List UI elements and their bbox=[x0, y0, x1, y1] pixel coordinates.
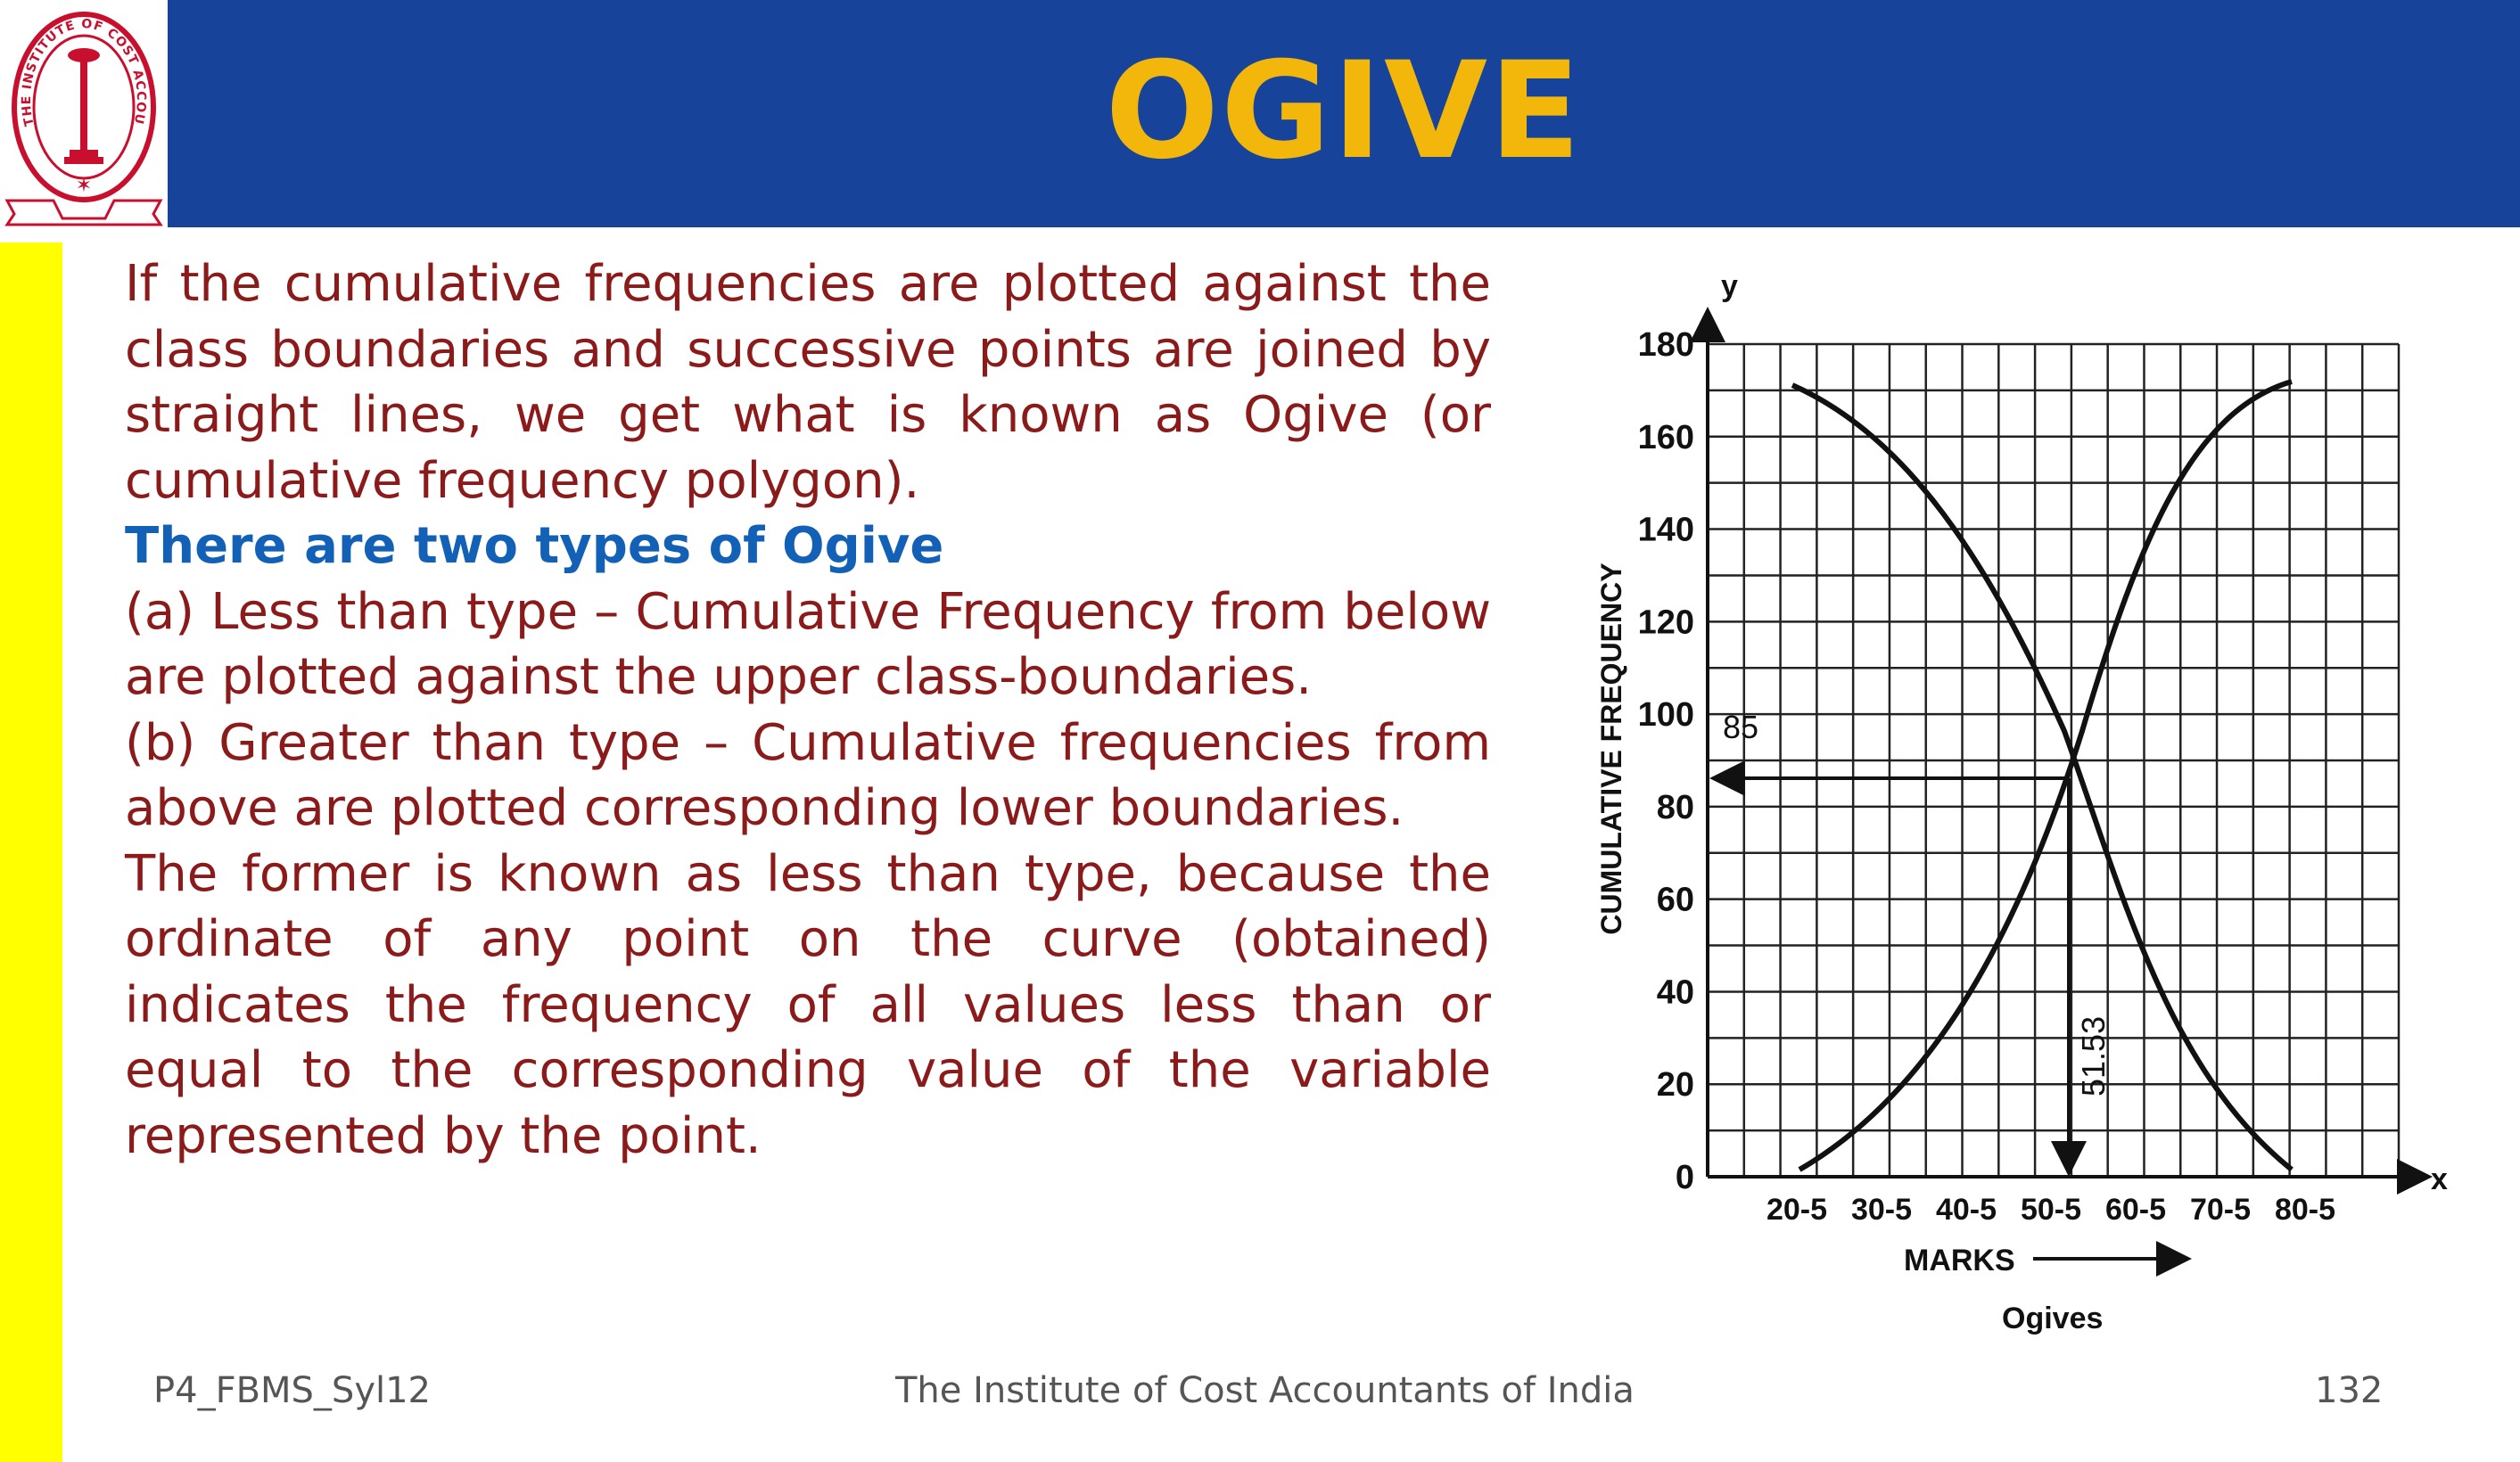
ogive-graph: 0 20 40 60 80 100 120 140 160 180 20-5 30-5 40-5 50-5… bbox=[1595, 269, 2448, 1335]
x-tick-label: 80-5 bbox=[2275, 1193, 2335, 1227]
annotation-85: 85 bbox=[1723, 709, 1758, 745]
footer-code: P4_FBMS_Syl12 bbox=[153, 1370, 431, 1411]
header-band: OGIVE bbox=[168, 0, 2520, 227]
x-tick-label: 60-5 bbox=[2105, 1193, 2166, 1227]
figure-caption: Ogives bbox=[2002, 1302, 2103, 1335]
ogive-figure: 0 20 40 60 80 100 120 140 160 180 20-5 30-5 40-5 50-5… bbox=[1569, 267, 2461, 1346]
y-tick-label: 160 bbox=[1638, 419, 1694, 456]
y-axis-label: CUMULATIVE FREQUENCY bbox=[1595, 563, 1627, 934]
y-tick-label: 140 bbox=[1638, 512, 1694, 549]
y-tick-label: 120 bbox=[1638, 604, 1694, 641]
type-b-paragraph: (b) Greater than type – Cumulative frequ… bbox=[125, 713, 1491, 838]
y-tick-label: 60 bbox=[1657, 882, 1694, 919]
svg-text:✶: ✶ bbox=[76, 175, 92, 197]
y-axis-letter: y bbox=[1721, 269, 1738, 303]
institute-logo: THE INSTITUTE OF COST ACCOUNTANTS OF IND… bbox=[0, 0, 163, 226]
types-subheading: There are two types of Ogive bbox=[125, 517, 944, 575]
x-tick-label: 40-5 bbox=[1936, 1193, 1997, 1227]
x-tick-label: 70-5 bbox=[2190, 1193, 2251, 1227]
side-accent-bar bbox=[0, 242, 62, 1462]
x-axis-letter: x bbox=[2431, 1162, 2448, 1196]
body-text: If the cumulative frequencies are plotte… bbox=[125, 251, 1491, 1169]
page-title: OGIVE bbox=[1105, 34, 1583, 189]
x-tick-label: 30-5 bbox=[1851, 1193, 1912, 1227]
y-tick-label: 80 bbox=[1657, 789, 1694, 826]
y-tick-label: 0 bbox=[1676, 1159, 1694, 1196]
annotation-median: 51.53 bbox=[2075, 1016, 2112, 1096]
less-than-ogive-curve bbox=[1798, 379, 2293, 1172]
x-axis-label: MARKS bbox=[1904, 1244, 2015, 1277]
y-tick-label: 100 bbox=[1638, 696, 1694, 734]
y-tick-label: 20 bbox=[1657, 1066, 1694, 1104]
y-tick-label: 40 bbox=[1657, 973, 1694, 1011]
more-than-ogive-curve bbox=[1791, 382, 2294, 1172]
type-a-paragraph: (a) Less than type – Cumulative Frequenc… bbox=[125, 582, 1491, 707]
logo-box: THE INSTITUTE OF COST ACCOUNTANTS OF IND… bbox=[0, 0, 168, 227]
footer-institute: The Institute of Cost Accountants of Ind… bbox=[895, 1370, 1635, 1411]
intro-paragraph: If the cumulative frequencies are plotte… bbox=[125, 255, 1491, 510]
y-tick-label: 180 bbox=[1638, 326, 1694, 364]
explanation-paragraph: The former is known as less than type, b… bbox=[125, 844, 1491, 1165]
x-tick-label: 50-5 bbox=[2021, 1193, 2081, 1227]
footer-page-number: 132 bbox=[2315, 1370, 2384, 1411]
x-tick-label: 20-5 bbox=[1766, 1193, 1827, 1227]
